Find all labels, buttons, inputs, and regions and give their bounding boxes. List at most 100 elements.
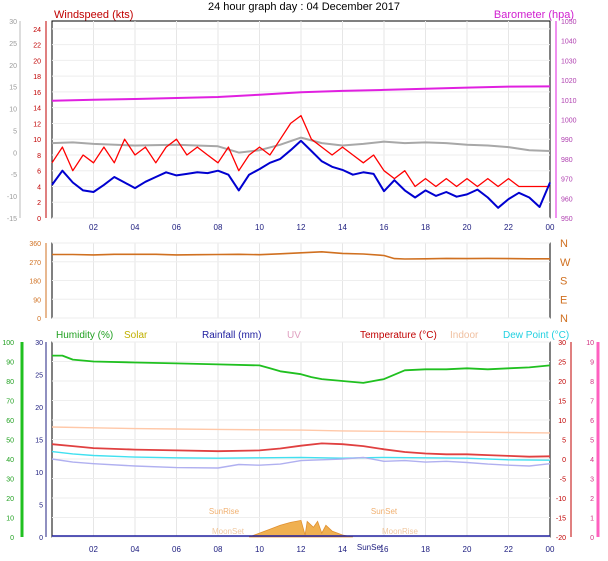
temperature-y-tick: -5	[560, 477, 566, 484]
temperature-y-tick: 30	[558, 340, 566, 347]
wind-title: Windspeed (kts)	[54, 9, 133, 21]
temperature-y-tick: 5	[562, 438, 566, 445]
humidity-y-tick: 90	[6, 360, 14, 367]
temperature-x-tick: 18	[421, 545, 430, 554]
wind-x-tick: 02	[89, 223, 98, 232]
dewpoint-label: Dew Point (°C)	[503, 330, 569, 341]
page-title: 24 hour graph day : 04 December 2017	[207, 1, 401, 13]
uv-y-tick: 5	[590, 438, 594, 445]
rainfall-y-tick: 20	[35, 405, 43, 412]
wind-x-tick: 20	[463, 223, 472, 232]
humidity-y-tick: 10	[6, 516, 14, 523]
direction-compass-tick: E	[560, 294, 567, 306]
baro-y-tick: 1040	[561, 39, 577, 46]
temperature-y-tick: 10	[558, 418, 566, 425]
direction-y-tick: 0	[37, 316, 41, 323]
series-dew-point	[51, 450, 551, 461]
wind-outer-y-tick: 5	[13, 128, 17, 135]
temperature-y-tick: 25	[558, 360, 566, 367]
temperature-y-tick: 15	[558, 399, 566, 406]
temperature-y-tick: -10	[556, 496, 566, 503]
wind-outer-y-tick: 0	[13, 150, 17, 157]
uv-y-tick: 1	[590, 516, 594, 523]
rainfall-y-tick: 10	[35, 470, 43, 477]
temperature-x-tick: 00	[546, 545, 555, 554]
humidity-y-tick: 20	[6, 496, 14, 503]
wind-y-tick: 10	[33, 137, 41, 144]
uv-y-tick: 7	[590, 399, 594, 406]
rainfall-label: Rainfall (mm)	[202, 330, 261, 341]
series-temperature	[51, 136, 551, 154]
direction-compass-tick: W	[560, 257, 571, 269]
moonrise-label: MoonRise	[382, 527, 419, 536]
series-apparent-temperature	[51, 456, 551, 469]
wind-outer-y-tick: 20	[9, 63, 17, 70]
series-solar	[248, 519, 353, 538]
wind-outer-y-tick: -5	[11, 172, 17, 179]
wind-y-tick: 8	[37, 153, 41, 160]
wind-x-tick: 18	[421, 223, 430, 232]
baro-y-tick: 1000	[561, 118, 577, 125]
wind-outer-y-tick: 10	[9, 107, 17, 114]
wind-x-tick: 16	[380, 223, 389, 232]
wind-outer-y-tick: 25	[9, 41, 17, 48]
baro-y-tick: 1020	[561, 78, 577, 85]
uv-y-tick: 8	[590, 379, 594, 386]
temperature-x-tick: 10	[255, 545, 264, 554]
baro-y-tick: 990	[561, 137, 573, 144]
series-indoor	[51, 426, 551, 434]
moonset-label: MoonSet	[212, 527, 245, 536]
series-gust	[51, 114, 550, 188]
wind-y-tick: 14	[33, 106, 41, 113]
direction-compass-tick: S	[560, 276, 567, 288]
wind-y-tick: 4	[37, 184, 41, 191]
rainfall-y-tick: 15	[35, 438, 43, 445]
humidity-y-tick: 70	[6, 399, 14, 406]
series-windspeed	[51, 139, 551, 209]
humidity-y-tick: 60	[6, 418, 14, 425]
wind-y-tick: 24	[33, 27, 41, 34]
temperature-x-tick: 16	[380, 545, 389, 554]
baro-y-tick: 1030	[561, 58, 577, 65]
wind-y-tick: 16	[33, 90, 41, 97]
wind-x-tick: 08	[214, 223, 223, 232]
temperature-x-tick: 22	[504, 545, 513, 554]
temperature-y-tick: -15	[556, 516, 566, 523]
humidity-y-tick: 100	[2, 340, 14, 347]
temperature-y-tick: -20	[556, 535, 566, 542]
humidity-y-tick: 0	[10, 535, 14, 542]
direction-y-tick: 270	[29, 260, 41, 267]
rainfall-y-tick: 0	[39, 535, 43, 542]
rainfall-y-tick: 5	[39, 503, 43, 510]
sunset-label: SunSet	[371, 507, 398, 516]
temperature-x-tick: 12	[297, 545, 306, 554]
uv-label: UV	[287, 330, 301, 341]
temperature-y-tick: 0	[562, 457, 566, 464]
wind-x-tick: 00	[546, 223, 555, 232]
wind-x-tick: 12	[297, 223, 306, 232]
wind-y-tick: 18	[33, 74, 41, 81]
wind-y-tick: 2	[37, 200, 41, 207]
uv-y-tick: 6	[590, 418, 594, 425]
uv-y-tick: 10	[586, 340, 594, 347]
direction-y-tick: 180	[29, 279, 41, 286]
humidity-label: Humidity (%)	[56, 330, 113, 341]
baro-y-tick: 1050	[561, 19, 577, 26]
uv-y-tick: 0	[590, 535, 594, 542]
wind-y-tick: 12	[33, 121, 41, 128]
humidity-y-tick: 80	[6, 379, 14, 386]
uv-y-tick: 4	[590, 457, 594, 464]
temperature-x-tick: 04	[131, 545, 140, 554]
temperature-x-tick: 06	[172, 545, 181, 554]
direction-compass-tick: N	[560, 313, 568, 325]
humidity-y-tick: 40	[6, 457, 14, 464]
humidity-y-tick: 30	[6, 477, 14, 484]
wind-x-tick: 22	[504, 223, 513, 232]
series-barometer	[51, 85, 551, 102]
indoor-label: Indoor	[450, 330, 479, 341]
uv-y-tick: 3	[590, 477, 594, 484]
wind-outer-y-tick: -10	[7, 194, 17, 201]
series-wind-direction	[52, 251, 550, 260]
wind-x-tick: 04	[131, 223, 140, 232]
humidity-y-tick: 50	[6, 438, 14, 445]
